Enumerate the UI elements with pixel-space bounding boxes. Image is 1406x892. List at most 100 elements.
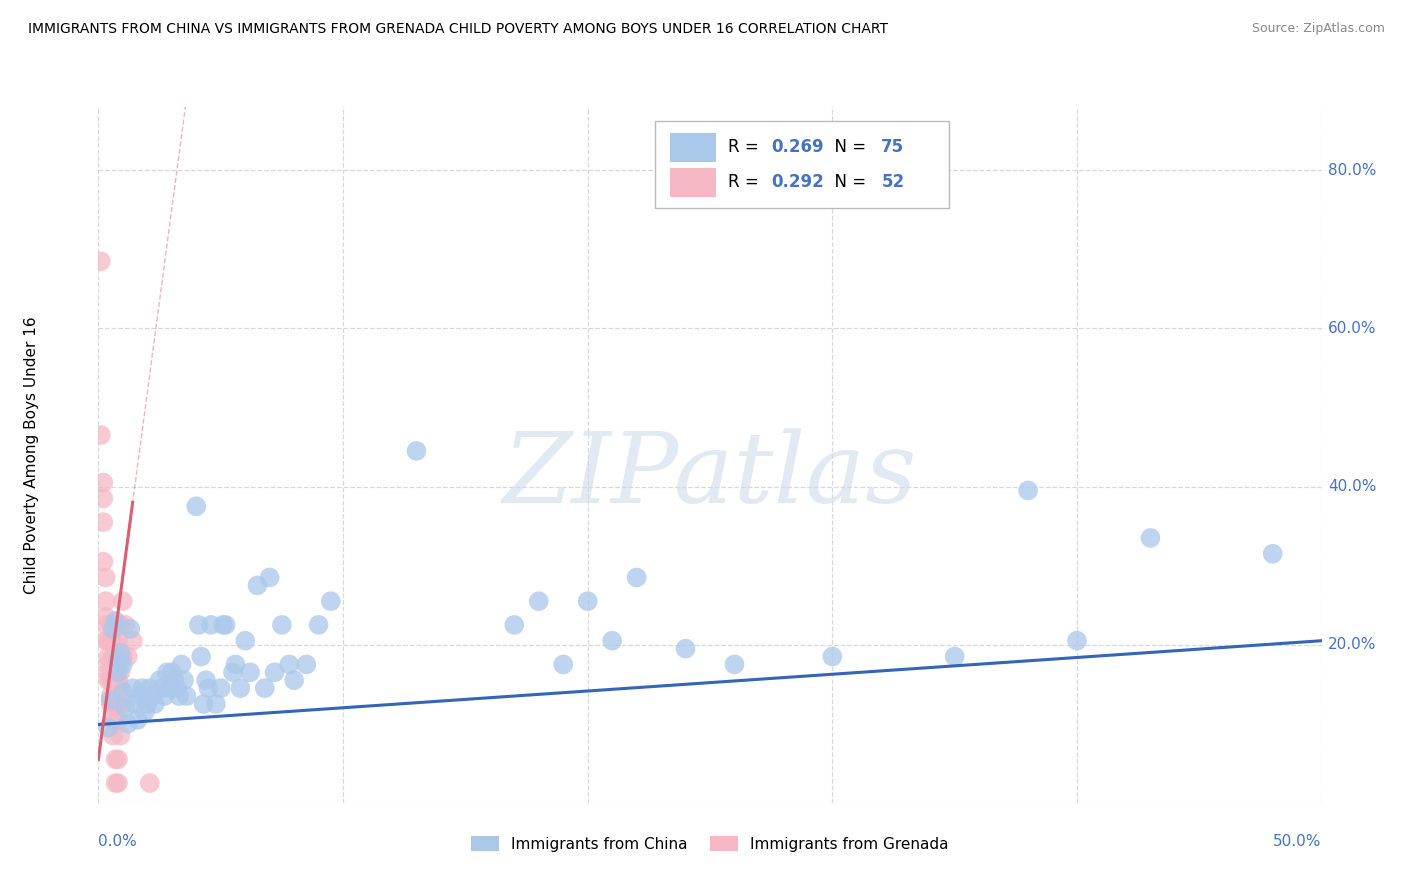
Point <box>104 649 127 664</box>
Point <box>110 681 132 695</box>
Point <box>246 578 269 592</box>
Point <box>107 713 129 727</box>
Point <box>101 622 124 636</box>
Point <box>1017 483 1039 498</box>
Point <box>107 776 129 790</box>
Point <box>101 633 124 648</box>
Point <box>107 673 129 688</box>
Point <box>308 618 330 632</box>
Point <box>821 649 844 664</box>
Point <box>100 618 122 632</box>
Point <box>229 681 252 695</box>
Point <box>94 618 117 632</box>
Point <box>527 594 550 608</box>
Point <box>209 681 232 695</box>
Point <box>117 716 139 731</box>
Point <box>139 681 162 695</box>
Point <box>107 665 129 680</box>
Point <box>94 633 117 648</box>
Point <box>131 681 153 695</box>
Point <box>97 721 120 735</box>
Point <box>104 776 127 790</box>
Point <box>239 665 262 680</box>
Point <box>97 673 120 688</box>
Point <box>153 689 176 703</box>
Legend: Immigrants from China, Immigrants from Grenada: Immigrants from China, Immigrants from G… <box>465 830 955 858</box>
Point <box>186 500 208 514</box>
Point <box>675 641 697 656</box>
Point <box>100 689 122 703</box>
Point <box>107 697 129 711</box>
Point <box>576 594 599 608</box>
Point <box>111 649 134 664</box>
Point <box>101 673 124 688</box>
Point <box>100 673 122 688</box>
Point <box>104 713 127 727</box>
Point <box>117 649 139 664</box>
Point <box>193 697 215 711</box>
Point <box>503 618 526 632</box>
FancyBboxPatch shape <box>669 168 716 197</box>
Point <box>104 681 127 695</box>
Text: 75: 75 <box>882 138 904 156</box>
Point <box>107 653 129 667</box>
Point <box>100 633 122 648</box>
Point <box>90 428 112 442</box>
Point <box>104 752 127 766</box>
Point <box>101 713 124 727</box>
Point <box>110 646 132 660</box>
Text: R =: R = <box>728 138 765 156</box>
Point <box>139 776 162 790</box>
Point <box>110 618 132 632</box>
Point <box>157 681 180 695</box>
Point <box>107 752 129 766</box>
Text: N =: N = <box>824 173 872 191</box>
Point <box>253 681 276 695</box>
Point <box>94 594 117 608</box>
Text: 52: 52 <box>882 173 904 191</box>
Point <box>90 254 112 268</box>
Point <box>97 657 120 672</box>
Point <box>259 570 281 584</box>
Point <box>214 618 236 632</box>
Text: 40.0%: 40.0% <box>1327 479 1376 494</box>
Point <box>121 633 143 648</box>
Point <box>129 689 152 703</box>
Text: 20.0%: 20.0% <box>1327 637 1376 652</box>
Point <box>170 657 193 672</box>
Point <box>160 665 183 680</box>
Point <box>149 673 172 688</box>
FancyBboxPatch shape <box>655 121 949 208</box>
Point <box>110 665 132 680</box>
Point <box>121 681 143 695</box>
Point <box>97 633 120 648</box>
Point <box>600 633 623 648</box>
Point <box>283 673 305 688</box>
Point <box>104 614 127 628</box>
Text: Source: ZipAtlas.com: Source: ZipAtlas.com <box>1251 22 1385 36</box>
Point <box>110 729 132 743</box>
Point <box>111 657 134 672</box>
Point <box>167 689 190 703</box>
Point <box>111 685 134 699</box>
Text: R =: R = <box>728 173 765 191</box>
Point <box>166 681 188 695</box>
Point <box>143 697 166 711</box>
Point <box>91 515 114 529</box>
Point <box>141 689 163 703</box>
Point <box>120 622 142 636</box>
Point <box>114 618 136 632</box>
Point <box>136 697 159 711</box>
Point <box>187 618 209 632</box>
Point <box>405 444 427 458</box>
Point <box>1261 547 1284 561</box>
Point <box>91 475 114 490</box>
Point <box>101 649 124 664</box>
Point <box>134 705 156 719</box>
Point <box>233 633 256 648</box>
Point <box>295 657 318 672</box>
Point <box>1066 633 1088 648</box>
Point <box>319 594 342 608</box>
Text: IMMIGRANTS FROM CHINA VS IMMIGRANTS FROM GRENADA CHILD POVERTY AMONG BOYS UNDER : IMMIGRANTS FROM CHINA VS IMMIGRANTS FROM… <box>28 22 889 37</box>
Point <box>270 618 294 632</box>
